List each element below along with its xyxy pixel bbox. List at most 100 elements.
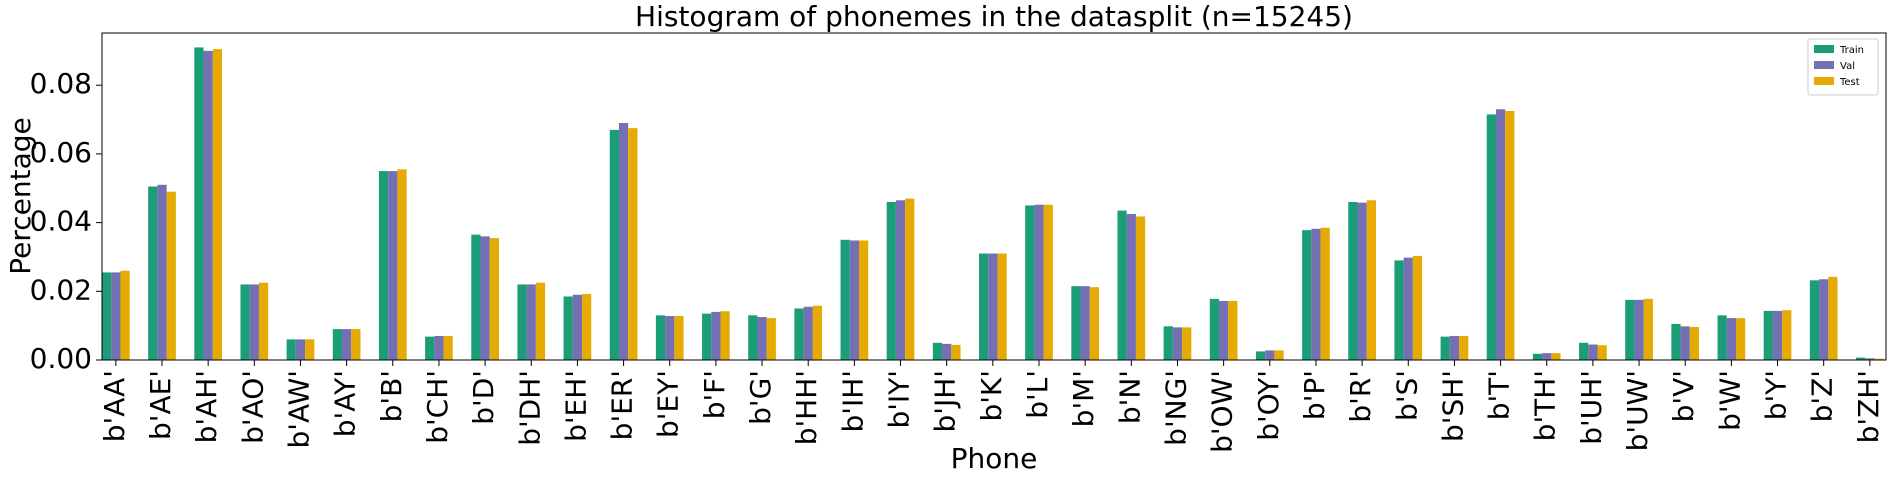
x-tick-label: b'R' <box>1344 370 1377 423</box>
bar <box>212 49 223 360</box>
bar <box>1255 351 1266 360</box>
bar <box>1043 204 1053 360</box>
bar <box>720 311 730 360</box>
bar <box>471 234 481 360</box>
bar <box>886 201 896 360</box>
bar <box>305 339 315 360</box>
bar <box>674 316 684 360</box>
x-tick-label: b'B' <box>375 370 408 422</box>
bar <box>1219 300 1229 360</box>
x-tick-label: b'N' <box>1113 370 1146 424</box>
bar <box>1671 323 1681 360</box>
bar <box>535 282 546 360</box>
bar <box>1025 205 1035 360</box>
x-tick-label: b'AH' <box>190 370 223 443</box>
bar <box>157 184 167 360</box>
bar <box>1717 315 1727 360</box>
y-tick-label: 0.06 <box>30 136 92 169</box>
bar <box>1089 287 1100 360</box>
bar <box>1449 335 1460 360</box>
bar <box>1311 228 1321 360</box>
y-axis-label: Percentage <box>4 117 37 275</box>
legend-swatch <box>1814 45 1834 53</box>
x-tick-label: b'OY' <box>1252 370 1285 441</box>
bar <box>1274 350 1284 360</box>
bar <box>702 313 712 360</box>
bar <box>480 236 490 360</box>
x-tick-label: b'W' <box>1713 370 1746 431</box>
x-tick-label: b'DH' <box>513 370 546 446</box>
bar <box>166 191 176 360</box>
bar <box>905 198 915 360</box>
bar <box>942 343 952 360</box>
legend-label: Val <box>1840 61 1855 72</box>
bar <box>1726 318 1736 360</box>
bar <box>1735 318 1746 360</box>
x-tick-label: b'V' <box>1667 370 1700 422</box>
bar <box>1265 350 1275 360</box>
x-tick-label: b'ZH' <box>1852 370 1885 443</box>
x-tick-label: b'EY' <box>652 370 685 438</box>
bar <box>120 270 130 360</box>
bar <box>1874 358 1884 360</box>
y-tick-label: 0.02 <box>30 273 92 306</box>
bar <box>951 344 961 360</box>
bar <box>1034 204 1044 360</box>
x-tick-label: b'D' <box>467 370 500 425</box>
bar <box>609 129 619 360</box>
bar <box>443 335 453 360</box>
bar <box>1135 216 1146 360</box>
x-tick-label: b'EH' <box>559 370 592 442</box>
x-tick-label: b'P' <box>1298 370 1331 420</box>
bar <box>1542 353 1552 360</box>
bar <box>1302 230 1312 360</box>
bar <box>757 317 767 360</box>
x-tick-label: b'AY' <box>329 370 362 437</box>
x-tick-label: b'IH' <box>836 370 869 432</box>
x-tick-label: b'IY' <box>883 370 916 429</box>
bar <box>812 305 823 360</box>
bar <box>1855 357 1866 360</box>
bar <box>1588 344 1598 360</box>
bar <box>332 329 343 360</box>
x-tick-label: b'AA' <box>98 370 131 442</box>
x-tick-label: b'NG' <box>1159 370 1192 446</box>
bar <box>342 329 352 360</box>
bar <box>526 284 536 360</box>
plot-frame <box>101 32 1887 361</box>
x-tick-label: b'S' <box>1390 370 1423 421</box>
x-tick-label: b'K' <box>975 370 1008 422</box>
bar <box>1625 299 1635 360</box>
bar <box>997 253 1007 360</box>
bar <box>988 253 998 360</box>
bar <box>1551 353 1561 360</box>
bar <box>1348 201 1358 360</box>
x-tick-label: b'ER' <box>606 370 639 440</box>
bar <box>1772 310 1783 360</box>
bar <box>655 315 666 360</box>
bar <box>388 171 398 360</box>
x-tick-label: b'T' <box>1483 370 1516 420</box>
x-tick-label: b'AE' <box>144 370 177 440</box>
bar <box>895 200 906 360</box>
x-tick-label: b'Z' <box>1806 370 1839 422</box>
bar <box>563 296 573 360</box>
bar <box>1643 298 1653 360</box>
bar <box>1828 276 1838 360</box>
bar <box>1403 257 1413 360</box>
x-tick-label: b'HH' <box>790 370 823 445</box>
bar <box>1486 114 1496 360</box>
legend-label: Train <box>1839 45 1864 56</box>
bar <box>572 294 583 360</box>
bar <box>1680 326 1690 360</box>
bar <box>1634 299 1644 360</box>
bar <box>1495 109 1506 360</box>
bar <box>295 339 306 360</box>
bar <box>1689 327 1700 360</box>
bar <box>932 342 943 360</box>
bar <box>1782 310 1792 360</box>
bar <box>1763 310 1773 360</box>
x-tick-label: b'CH' <box>421 370 454 444</box>
bar <box>194 47 204 360</box>
bar <box>849 240 859 360</box>
